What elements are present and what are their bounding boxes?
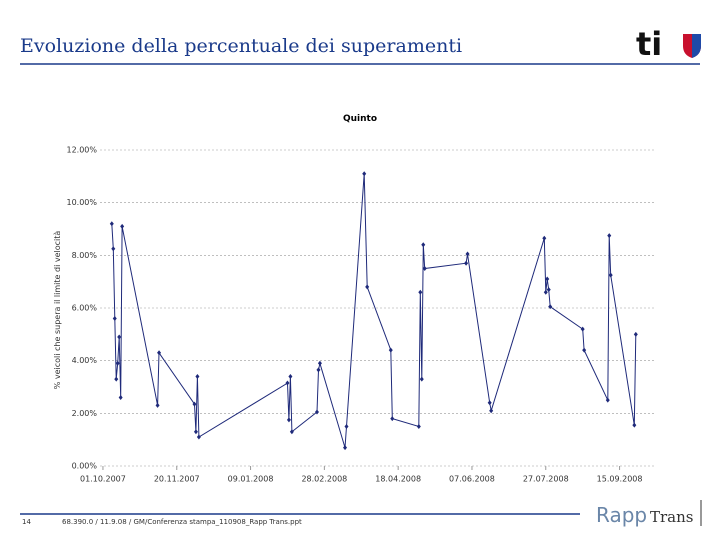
point bbox=[286, 417, 291, 423]
x-tick-label: 18.04.2008 bbox=[375, 475, 421, 484]
y-tick-label: 0.00% bbox=[72, 462, 98, 471]
point bbox=[193, 429, 198, 435]
point bbox=[109, 221, 114, 227]
point bbox=[542, 235, 547, 241]
x-tick-label: 20.11.2007 bbox=[154, 475, 200, 484]
point bbox=[489, 408, 494, 414]
page-number: 14 bbox=[22, 518, 31, 526]
point bbox=[487, 400, 492, 406]
point bbox=[120, 223, 125, 229]
point bbox=[117, 334, 122, 340]
y-tick-label: 6.00% bbox=[72, 304, 98, 313]
point bbox=[111, 246, 116, 252]
point bbox=[114, 376, 119, 382]
point bbox=[196, 434, 201, 440]
point bbox=[365, 284, 370, 290]
slide-title: Evoluzione della percentuale dei superam… bbox=[20, 35, 462, 57]
point bbox=[465, 251, 470, 257]
point bbox=[543, 289, 548, 295]
point bbox=[362, 171, 367, 177]
y-tick-label: 10.00% bbox=[66, 198, 97, 207]
point bbox=[192, 401, 197, 407]
logo-shield-blue bbox=[692, 34, 701, 58]
point bbox=[390, 416, 395, 422]
point bbox=[112, 316, 117, 322]
point bbox=[582, 347, 587, 353]
brand-rapp: Rapp bbox=[596, 503, 647, 527]
point bbox=[388, 347, 393, 353]
point bbox=[155, 402, 160, 408]
y-tick-label: 2.00% bbox=[72, 409, 98, 418]
point bbox=[157, 350, 162, 356]
point bbox=[580, 326, 585, 332]
point bbox=[115, 360, 120, 366]
point bbox=[316, 367, 321, 373]
point bbox=[289, 429, 294, 435]
point bbox=[195, 373, 200, 379]
point bbox=[633, 331, 638, 337]
point bbox=[607, 233, 612, 239]
point bbox=[421, 242, 426, 248]
point bbox=[344, 424, 349, 429]
x-tick-label: 07.06.2008 bbox=[449, 475, 495, 484]
point bbox=[605, 397, 610, 403]
point bbox=[632, 422, 637, 428]
point bbox=[422, 266, 427, 271]
logo-text: ti bbox=[636, 25, 662, 63]
point bbox=[285, 380, 290, 386]
point bbox=[317, 360, 322, 366]
x-tick-label: 27.07.2008 bbox=[523, 475, 569, 484]
point bbox=[608, 272, 613, 278]
point bbox=[548, 304, 553, 310]
point bbox=[464, 260, 469, 266]
point bbox=[416, 424, 421, 429]
point bbox=[545, 276, 550, 282]
point bbox=[118, 395, 123, 401]
x-tick-label: 28.02.2008 bbox=[301, 475, 347, 484]
series-line bbox=[111, 173, 637, 448]
brand-trans: Trans bbox=[650, 508, 693, 526]
x-tick-label: 15.09.2008 bbox=[597, 475, 643, 484]
x-tick-label: 01.10.2007 bbox=[80, 475, 126, 484]
y-tick-label: 4.00% bbox=[72, 356, 98, 365]
y-tick-label: 8.00% bbox=[72, 251, 98, 260]
footer-text: 68.390.0 / 11.9.08 / GM/Conferenza stamp… bbox=[62, 518, 302, 526]
chart-title: Quinto bbox=[343, 114, 377, 124]
x-tick-label: 09.01.2008 bbox=[228, 475, 274, 484]
y-axis-label: % veicoli che supera il limite di veloci… bbox=[53, 231, 62, 390]
point bbox=[343, 445, 348, 451]
point bbox=[418, 289, 423, 295]
point bbox=[288, 373, 293, 379]
y-tick-label: 12.00% bbox=[66, 146, 97, 155]
point bbox=[419, 376, 424, 382]
point bbox=[546, 287, 551, 293]
point bbox=[314, 409, 319, 415]
